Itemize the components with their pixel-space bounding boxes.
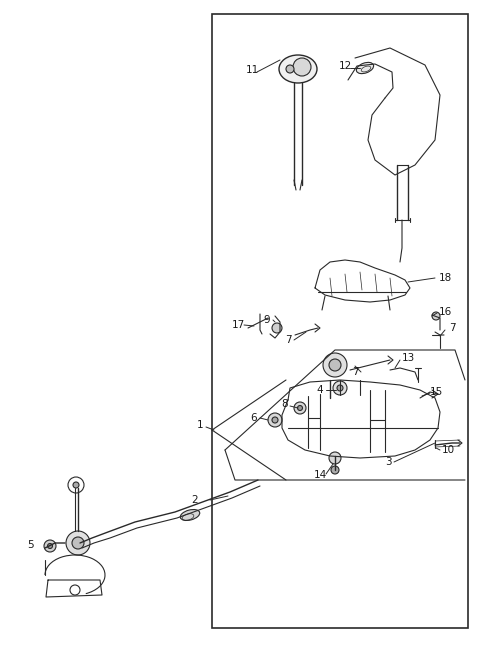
Text: 2: 2 [192, 495, 198, 505]
Text: 3: 3 [384, 457, 391, 467]
Circle shape [44, 540, 56, 552]
Text: 17: 17 [231, 320, 245, 330]
Circle shape [66, 531, 90, 555]
Ellipse shape [356, 62, 373, 73]
Text: 10: 10 [442, 445, 455, 455]
Circle shape [272, 323, 282, 333]
Circle shape [329, 452, 341, 464]
Text: 11: 11 [245, 65, 259, 75]
Text: 1: 1 [197, 420, 204, 430]
Circle shape [298, 405, 302, 411]
Circle shape [333, 381, 347, 395]
Circle shape [75, 540, 81, 546]
Ellipse shape [293, 58, 311, 76]
Text: 7: 7 [449, 323, 456, 333]
Text: 7: 7 [352, 367, 358, 377]
Circle shape [72, 537, 84, 549]
Text: 8: 8 [282, 399, 288, 409]
Circle shape [323, 353, 347, 377]
Circle shape [294, 402, 306, 414]
Circle shape [272, 417, 278, 423]
Circle shape [73, 482, 79, 488]
Circle shape [331, 466, 339, 474]
Text: 14: 14 [313, 470, 326, 480]
Circle shape [432, 312, 440, 320]
Text: 13: 13 [401, 353, 415, 363]
Ellipse shape [279, 55, 317, 83]
Circle shape [71, 536, 85, 550]
Circle shape [337, 385, 343, 391]
Circle shape [286, 65, 294, 73]
Circle shape [268, 413, 282, 427]
Text: 5: 5 [27, 540, 33, 550]
Text: 16: 16 [438, 307, 452, 317]
Text: 7: 7 [285, 335, 291, 345]
Circle shape [329, 359, 341, 371]
Text: 15: 15 [430, 387, 443, 397]
Text: 4: 4 [317, 385, 324, 395]
Text: 6: 6 [251, 413, 257, 423]
Circle shape [48, 544, 52, 548]
Ellipse shape [180, 510, 200, 520]
Text: 9: 9 [264, 315, 270, 325]
Text: 12: 12 [338, 61, 352, 71]
Text: 18: 18 [438, 273, 452, 283]
Bar [212, 14, 468, 628]
